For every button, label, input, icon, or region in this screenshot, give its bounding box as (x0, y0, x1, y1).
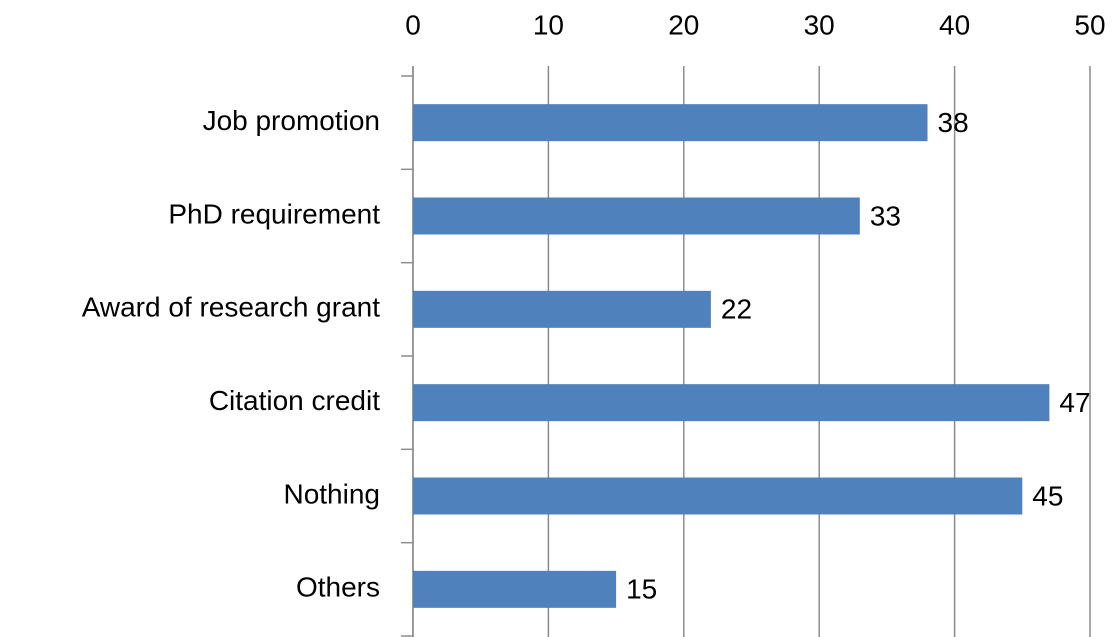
y-tick-label: Others (296, 572, 380, 603)
x-tick-label: 40 (939, 9, 970, 40)
x-tick-label: 20 (668, 9, 699, 40)
y-tick-label: Job promotion (203, 105, 380, 136)
data-label: 45 (1032, 480, 1063, 511)
x-tick-label: 0 (405, 9, 421, 40)
x-tick-label: 10 (533, 9, 564, 40)
y-tick-label: Award of research grant (82, 292, 381, 323)
data-label: 38 (938, 107, 969, 138)
data-label: 22 (721, 294, 752, 325)
bar (413, 197, 860, 235)
bar (413, 570, 617, 608)
bar (413, 104, 928, 142)
bar (413, 290, 711, 328)
data-label: 47 (1059, 387, 1090, 418)
data-label: 15 (626, 574, 657, 605)
x-tick-label: 50 (1074, 9, 1105, 40)
bar (413, 477, 1023, 515)
y-tick-label: Nothing (283, 478, 380, 509)
bar (413, 384, 1050, 422)
data-label: 33 (870, 200, 901, 231)
y-tick-label: Citation credit (209, 385, 380, 416)
x-tick-label: 30 (804, 9, 835, 40)
y-tick-label: PhD requirement (168, 198, 380, 229)
